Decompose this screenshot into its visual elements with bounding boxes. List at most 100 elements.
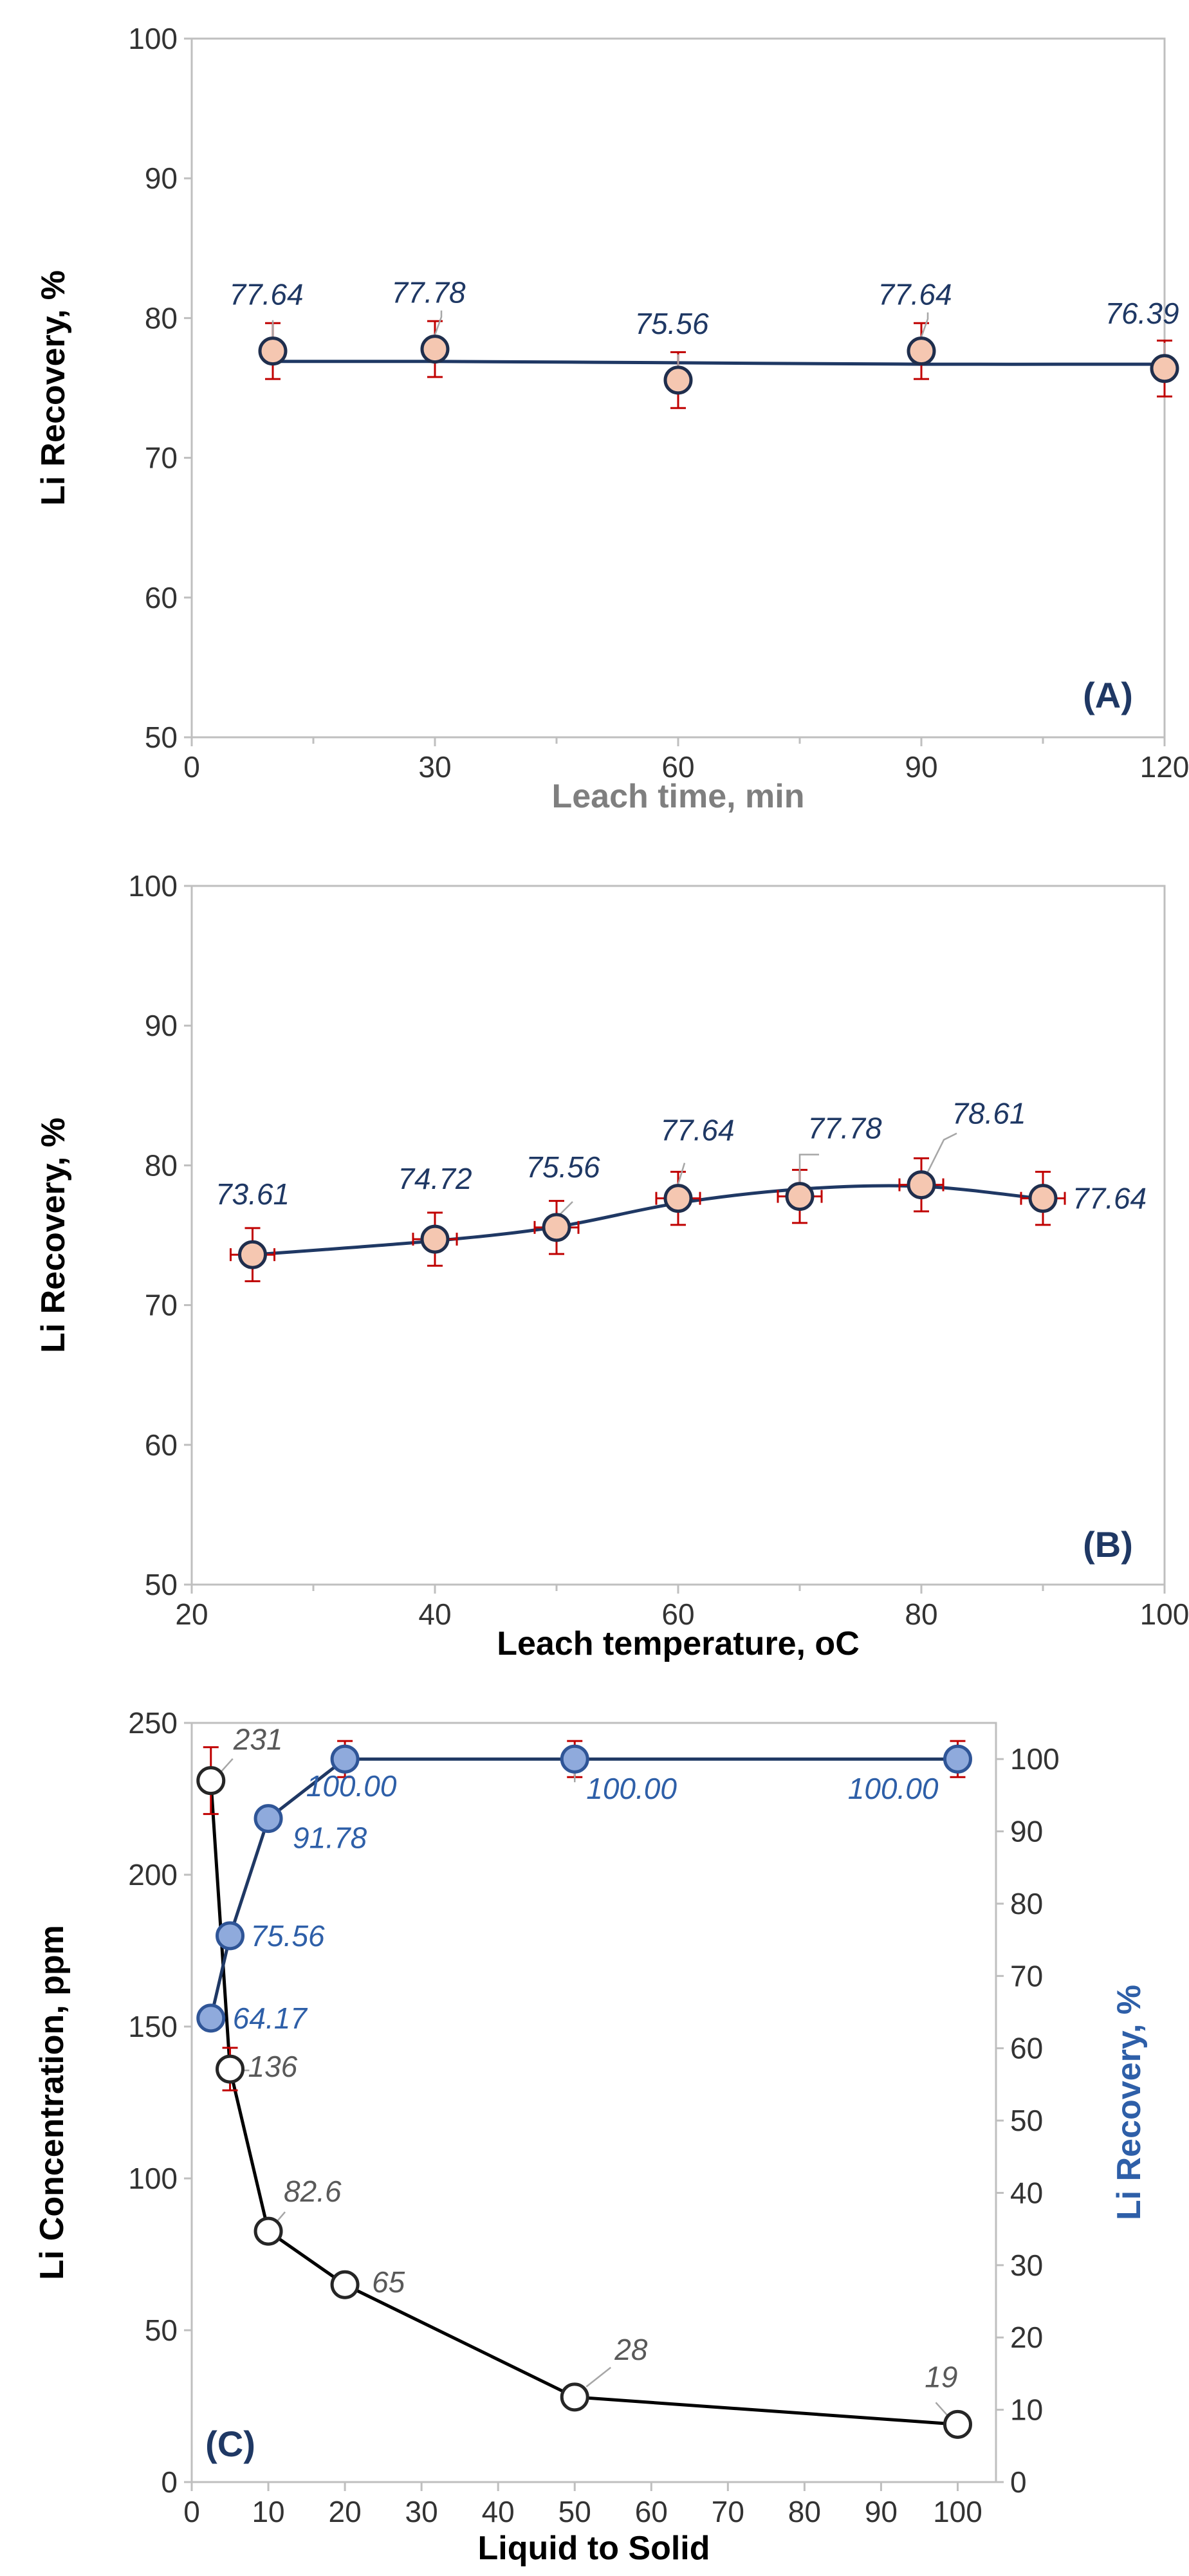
- a-y-tick-label: 100: [128, 22, 178, 55]
- b-x-tick-label: 60: [661, 1597, 694, 1631]
- b-x-tick-label: 100: [1140, 1597, 1189, 1631]
- c-left-y-tick-label: 100: [128, 2162, 178, 2195]
- c-recovery-point: [196, 2003, 226, 2033]
- chart-a-x-axis-title: Leach time, min: [552, 778, 805, 815]
- b-data-point: [238, 1240, 267, 1269]
- c-recovery-point: [330, 1744, 360, 1774]
- c-x-tick-label: 90: [865, 2495, 898, 2528]
- c-x-tick-label: 50: [558, 2495, 591, 2528]
- c-right-y-tick-label: 70: [1010, 1959, 1043, 1992]
- c-concentration-point: [196, 1766, 226, 1796]
- b-data-point: [907, 1170, 936, 1200]
- c-x-tick-label: 20: [329, 2495, 362, 2528]
- c-concentration-label-leader: [277, 2211, 286, 2222]
- b-y-tick-label: 100: [128, 869, 178, 903]
- c-concentration-label: 28: [614, 2333, 648, 2366]
- b-y-tick-label: 50: [145, 1568, 178, 1601]
- c-x-tick-label: 0: [183, 2495, 200, 2528]
- b-y-tick-label: 90: [145, 1009, 178, 1042]
- a-data-point: [1150, 354, 1179, 383]
- b-x-tick-label: 40: [418, 1597, 451, 1631]
- c-concentration-point: [253, 2216, 283, 2246]
- chart-b-x-axis-title: Leach temperature, oC: [497, 1625, 860, 1662]
- b-data-point: [663, 1184, 693, 1213]
- a-data-label: 77.78: [391, 276, 466, 309]
- c-recovery-label: 100.00: [848, 1772, 939, 1805]
- b-data-point: [1028, 1184, 1058, 1213]
- c-right-y-tick-label: 80: [1010, 1887, 1043, 1920]
- chart-b-y-axis-title: Li Recovery, %: [35, 1118, 72, 1353]
- a-y-tick-label: 50: [145, 721, 178, 754]
- a-y-tick-label: 60: [145, 581, 178, 614]
- c-recovery-point: [216, 1921, 245, 1951]
- a-y-tick-label: 90: [145, 161, 178, 195]
- b-data-label: 77.78: [807, 1112, 882, 1145]
- b-label-leader: [926, 1132, 957, 1173]
- a-data-label: 76.39: [1105, 297, 1179, 330]
- c-concentration-line: [209, 1780, 958, 2426]
- c-right-y-tick-label: 40: [1010, 2176, 1043, 2209]
- c-concentration-point: [330, 2270, 360, 2299]
- c-concentration-label: 65: [372, 2265, 405, 2299]
- b-data-label: 77.64: [1073, 1182, 1147, 1215]
- chart-a-y-axis-title: Li Recovery, %: [35, 270, 72, 506]
- a-data-point: [907, 336, 936, 366]
- a-x-tick-label: 60: [661, 750, 694, 784]
- b-data-point: [785, 1182, 815, 1211]
- c-left-y-tick-label: 200: [128, 1858, 178, 1891]
- c-x-tick-label: 30: [405, 2495, 438, 2528]
- a-x-tick-label: 120: [1140, 750, 1189, 784]
- a-data-label: 77.64: [878, 278, 952, 311]
- c-recovery-label: 100.00: [306, 1769, 397, 1803]
- c-left-y-tick-label: 50: [145, 2314, 178, 2347]
- chart-b-panel-label: (B): [1083, 1524, 1133, 1565]
- a-data-label: 75.56: [634, 307, 709, 340]
- b-x-tick-label: 20: [175, 1597, 208, 1631]
- a-trend-line: [272, 360, 1165, 366]
- b-data-point: [420, 1224, 450, 1254]
- c-concentration-point: [560, 2382, 589, 2412]
- c-recovery-label: 64.17: [233, 2001, 308, 2035]
- c-x-tick-label: 70: [712, 2495, 744, 2528]
- a-y-tick-label: 70: [145, 441, 178, 475]
- c-x-tick-label: 40: [482, 2495, 515, 2528]
- c-recovery-label: 100.00: [586, 1772, 677, 1805]
- c-x-tick-label: 100: [933, 2495, 982, 2528]
- b-data-label: 73.61: [216, 1177, 290, 1211]
- chart-c-right-y-axis-title: Li Recovery, %: [1111, 1985, 1148, 2220]
- c-recovery-point: [560, 1744, 589, 1774]
- c-right-y-tick-label: 20: [1010, 2321, 1043, 2354]
- c-concentration-label-leader: [585, 2366, 612, 2387]
- c-concentration-label: 19: [925, 2360, 957, 2393]
- b-y-tick-label: 80: [145, 1148, 178, 1182]
- c-right-y-tick-label: 30: [1010, 2249, 1043, 2282]
- c-x-tick-label: 80: [788, 2495, 821, 2528]
- b-data-label: 74.72: [398, 1162, 472, 1195]
- a-y-tick-label: 80: [145, 301, 178, 335]
- a-data-label: 77.64: [229, 278, 303, 311]
- a-x-tick-label: 30: [418, 750, 451, 784]
- a-data-point: [663, 365, 693, 395]
- c-right-y-tick-label: 60: [1010, 2032, 1043, 2065]
- a-label-leader: [920, 312, 929, 338]
- a-data-point: [420, 335, 450, 364]
- b-label-leader: [677, 1163, 686, 1185]
- chart-c-plot-area: [190, 1722, 997, 2483]
- c-right-y-tick-label: 100: [1010, 1742, 1060, 1776]
- chart-c-x-axis-title: Liquid to Solid: [477, 2530, 710, 2567]
- c-recovery-point: [943, 1744, 972, 1774]
- c-recovery-label: 91.78: [293, 1821, 367, 1855]
- a-label-leader: [434, 310, 443, 336]
- c-concentration-point: [943, 2409, 972, 2439]
- c-concentration-label-leader: [935, 2402, 948, 2416]
- c-right-y-tick-label: 50: [1010, 2104, 1043, 2137]
- chart-c: 0 50 100 150 200 250 0 10 20 30 40 50 60 70 80 90 100 0…: [33, 1706, 1148, 2567]
- c-left-y-tick-label: 150: [128, 2010, 178, 2043]
- c-concentration-label: 82.6: [284, 2175, 342, 2208]
- chart-c-panel-label: (C): [205, 2424, 255, 2464]
- b-label-leader: [559, 1201, 573, 1215]
- c-recovery-label: 75.56: [251, 1919, 326, 1953]
- b-data-label: 77.64: [660, 1114, 734, 1147]
- chart-b: 50 60 70 80 90 100 20 40 60 80 100 73.61 74.72 75.5…: [35, 869, 1189, 1662]
